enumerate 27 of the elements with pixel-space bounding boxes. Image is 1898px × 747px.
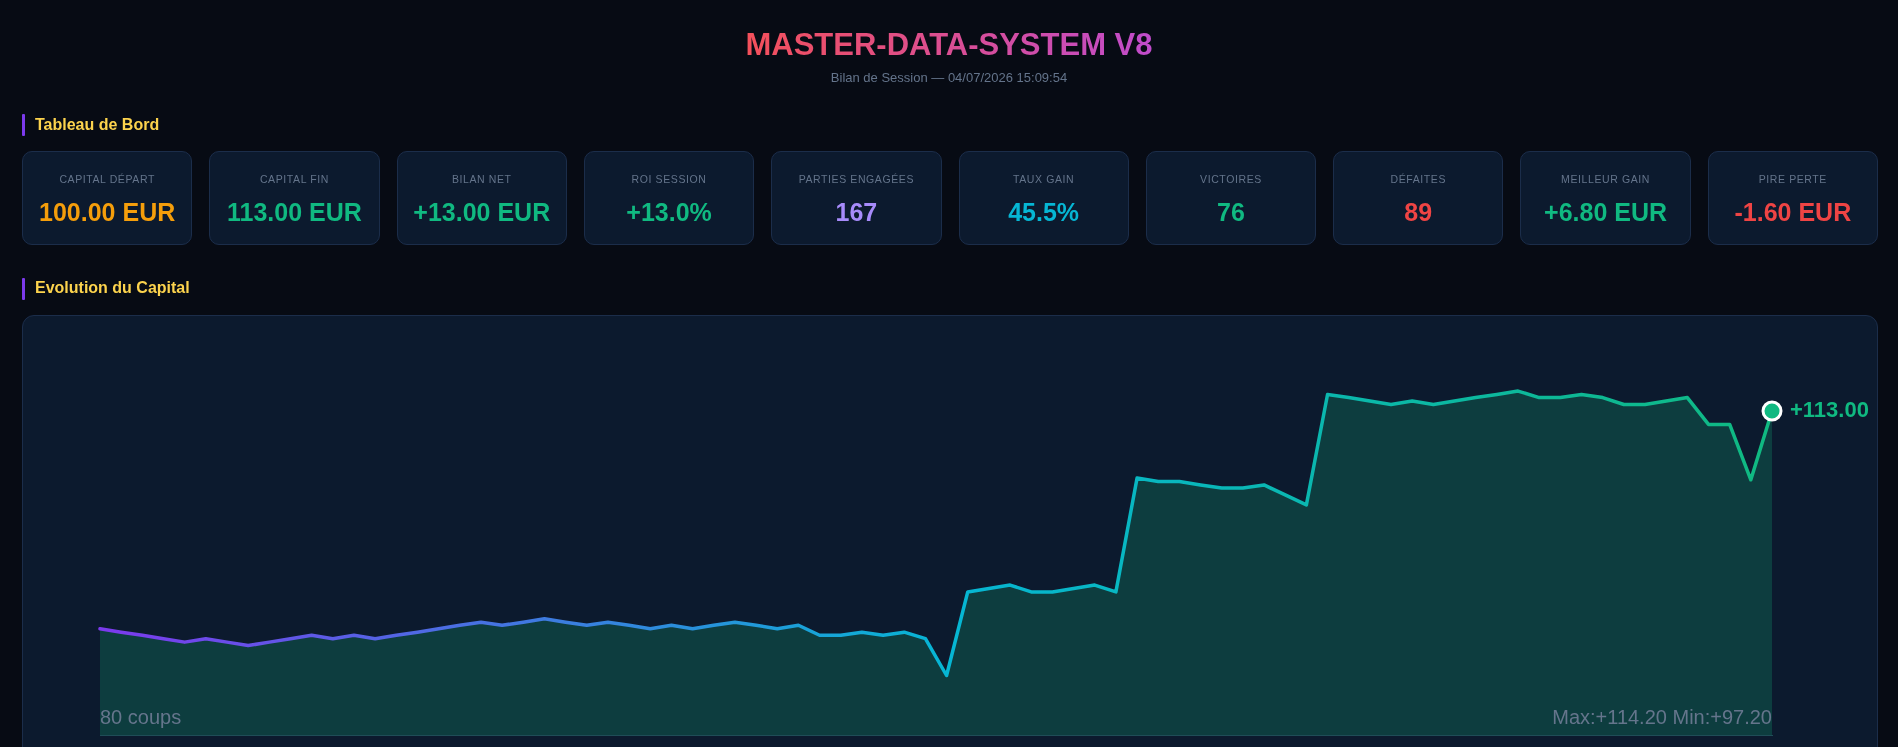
category-label: PIRE PERTE [1757, 172, 1828, 186]
annotation: Max:+114.20 Min:+97.20 [1552, 706, 1772, 728]
category-label: VICTOIRES [1199, 172, 1263, 186]
category-label: TAUX GAIN [1012, 172, 1076, 186]
text: MASTER-DATA-SYSTEM V8 [745, 27, 1153, 63]
category-label: DÉFAITES [1389, 172, 1447, 186]
chart-title: Evolution du Capital [35, 279, 190, 297]
text: 167 [835, 198, 878, 226]
category-label: BILAN NET [450, 172, 513, 186]
category-label: ROI SESSION [630, 172, 708, 186]
text: -1.60 EUR [1734, 198, 1852, 226]
text: 89 [1404, 198, 1433, 226]
text: +113.00 [1790, 397, 1869, 423]
category-label: CAPITAL DÉPART [58, 172, 156, 186]
text: 45.5% [1008, 198, 1080, 226]
category-label: CAPITAL FIN [258, 172, 330, 186]
text: +6.80 EUR [1544, 198, 1668, 226]
category-label: MEILLEUR GAIN [1560, 172, 1651, 186]
text: 76 [1217, 198, 1245, 226]
annotation: 80 coups [100, 706, 182, 728]
text: 113.00 EUR [227, 198, 362, 226]
text: +13.00 EUR [413, 198, 551, 226]
text: 100.00 EUR [39, 198, 176, 226]
category-label: PARTIES ENGAGÉES [797, 172, 916, 186]
text: Tableau de Bord [35, 115, 160, 135]
text: Bilan de Session — 04/07/2026 15:09:54 [829, 70, 1069, 86]
text: +13.0% [626, 198, 712, 226]
